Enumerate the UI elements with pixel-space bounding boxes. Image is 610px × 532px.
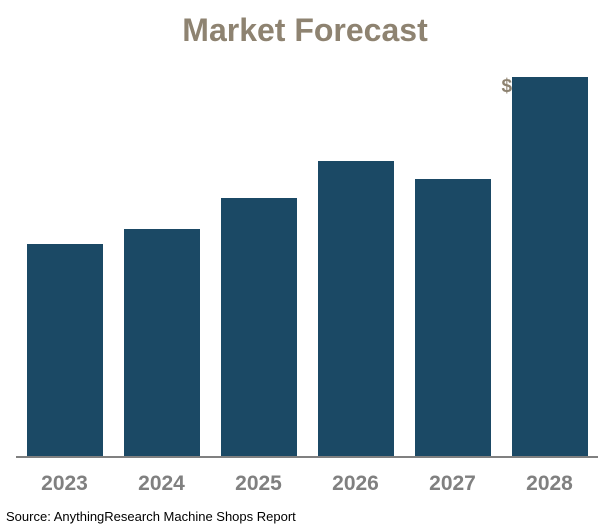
source-attribution: Source: AnythingResearch Machine Shops R… [6,509,296,524]
x-label-3: 2026 [318,472,394,496]
x-axis-labels: 2023 2024 2025 2026 2027 2028 [16,472,598,496]
plot-area [16,62,598,458]
bar-group [16,62,598,456]
bar-2026 [318,161,394,457]
x-label-1: 2024 [124,472,200,496]
market-forecast-chart: Market Forecast $ Billions 2023 2024 202… [0,0,610,532]
x-label-0: 2023 [27,472,103,496]
bar-2025 [221,198,297,456]
x-label-5: 2028 [512,472,588,496]
x-axis-baseline [16,456,598,458]
bar-2027 [415,179,491,456]
x-label-2: 2025 [221,472,297,496]
x-label-4: 2027 [415,472,491,496]
bar-2023 [27,244,103,456]
bar-2028 [512,77,588,456]
bar-2024 [124,229,200,456]
chart-title: Market Forecast [0,12,610,49]
